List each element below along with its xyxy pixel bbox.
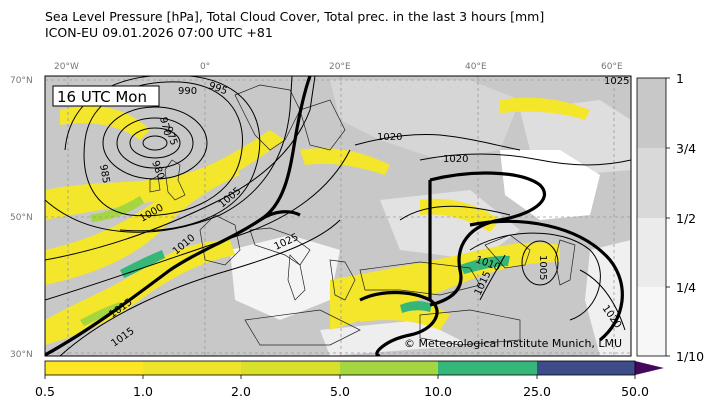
cloud-tick-label: 3/4 <box>676 141 696 156</box>
precip-tick-label: 0.5 <box>35 384 55 399</box>
lat-label: 50°N <box>10 213 33 223</box>
precip-core <box>120 250 165 278</box>
lon-label: 20°W <box>54 62 79 72</box>
lat-label: 70°N <box>10 76 33 86</box>
precip-band <box>45 160 240 285</box>
isobar-label: 1020 <box>377 132 402 143</box>
model-run-subtitle: ICON-EU 09.01.2026 07:00 UTC +81 <box>45 25 273 40</box>
precip-tick-label: 5.0 <box>330 384 350 399</box>
map-frame <box>44 75 632 357</box>
cloud-bin <box>637 287 666 356</box>
clear-land <box>585 240 631 356</box>
isobars <box>45 76 631 356</box>
credit-text: © Meteorological Institute Munich, LMU <box>404 337 622 350</box>
precip-bin <box>537 361 635 375</box>
clear-land <box>500 150 600 220</box>
cloud-bin <box>637 218 666 287</box>
precip-extend-arrow <box>635 361 664 375</box>
precip-bin <box>241 361 340 375</box>
thick-isobar <box>45 76 624 356</box>
precip-tick-label: 25.0 <box>523 384 551 399</box>
precip-bin <box>143 361 241 375</box>
precip-tick-label: 10.0 <box>424 384 452 399</box>
cloud-cover-colorbar: 1 3/4 1/2 1/4 1/10 <box>636 71 704 364</box>
coastlines <box>149 84 576 346</box>
cloud-bin <box>637 78 666 148</box>
precip-bin <box>45 361 143 375</box>
isobar-label: 1020 <box>443 154 468 165</box>
cloud-tick-label: 1/10 <box>676 349 704 364</box>
lon-label: 40°E <box>465 62 487 72</box>
precip-core <box>400 301 432 313</box>
lon-label: 0° <box>200 62 210 72</box>
precip-band <box>45 130 285 220</box>
precip-band <box>60 106 150 140</box>
valid-time-label: 16 UTC Mon <box>57 88 147 106</box>
lon-label: 20°E <box>329 62 351 72</box>
longitude-labels: 20°W 0° 20°E 40°E 60°E <box>54 62 623 72</box>
precip-core <box>90 196 144 222</box>
clear-land <box>230 235 340 320</box>
isobar-label: 985 <box>97 164 111 185</box>
precip-tick-label: 2.0 <box>231 384 251 399</box>
isobar-label: 1025 <box>604 76 629 87</box>
isobar-label: 970 <box>157 116 173 137</box>
precip-tick-label: 50.0 <box>621 384 649 399</box>
lat-label: 30°N <box>10 350 33 360</box>
precip-bin <box>340 361 438 375</box>
cloud-bin <box>637 148 666 218</box>
lon-label: 60°E <box>601 62 623 72</box>
precip-core <box>80 302 122 326</box>
cloud-tick-label: 1 <box>676 71 684 86</box>
isobar-label: 990 <box>178 86 197 97</box>
cloud-tick-label: 1/2 <box>676 211 696 226</box>
precip-colorbar: 0.5 1.0 2.0 5.0 10.0 25.0 50.0 <box>35 360 664 399</box>
chart-title: Sea Level Pressure [hPa], Total Cloud Co… <box>45 9 545 24</box>
map-layers <box>45 76 631 356</box>
isobar-label: 1005 <box>537 255 548 280</box>
precip-core <box>460 255 510 274</box>
latitude-labels: 70°N 50°N 30°N <box>10 76 33 360</box>
cloud-tick-label: 1/4 <box>676 280 696 295</box>
precip-tick-label: 1.0 <box>133 384 153 399</box>
precip-band <box>300 148 390 175</box>
precip-bin <box>438 361 537 375</box>
precip-band <box>500 97 590 120</box>
time-label-box <box>52 85 160 107</box>
